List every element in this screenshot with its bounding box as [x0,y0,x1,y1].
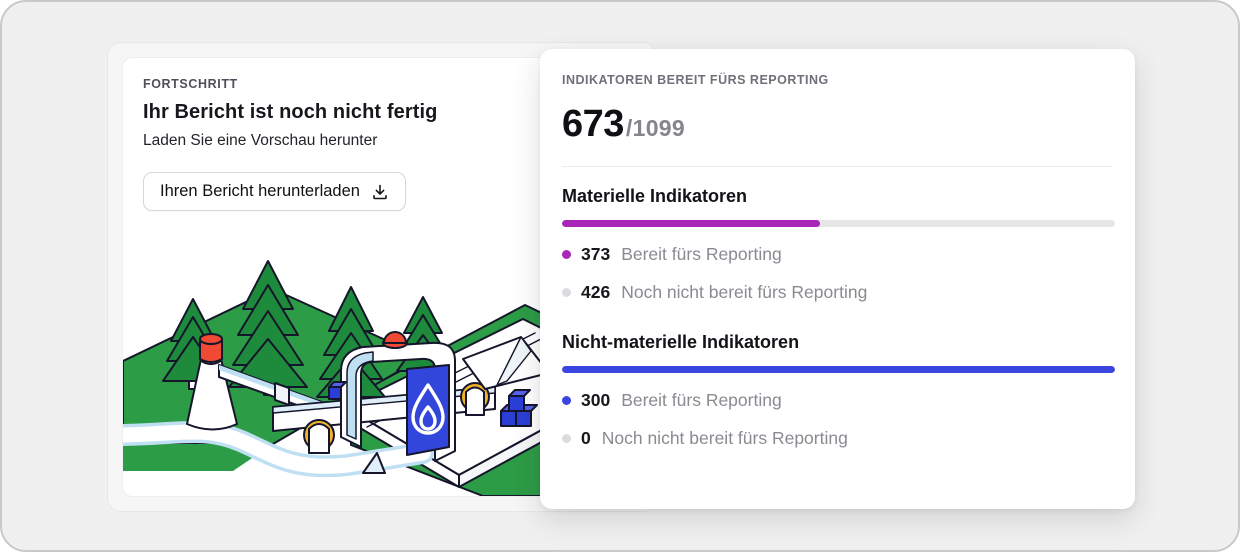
progress-title: Ihr Bericht ist noch nicht fertig [143,101,438,123]
material-section-title: Materielle Indikatoren [562,186,748,206]
non-material-section-title: Nicht-materielle Indikatoren [562,332,800,352]
stat-row: 373 Bereit fürs Reporting [562,244,1113,265]
total-count: /1099 [625,115,685,141]
ready-count: 673 [562,103,624,145]
stat-value: 426 [581,282,611,302]
stat-label: Noch nicht bereit fürs Reporting [601,428,848,448]
non-material-progress-fill [562,366,1115,373]
stat-label: Bereit fürs Reporting [621,244,782,264]
alert-light [382,331,408,349]
divider [562,166,1113,167]
non-material-progress-bar [562,366,1115,373]
indicators-count: 673 /1099 [562,103,1113,146]
stat-label: Noch nicht bereit fürs Reporting [621,282,868,302]
gray-dot-icon [562,288,571,297]
download-button-label: Ihren Bericht herunterladen [160,182,360,200]
indicators-card: INDIKATOREN BEREIT FÜRS REPORTING 673 /1… [540,49,1135,509]
flame-logo [411,383,445,435]
progress-eyebrow: FORTSCHRITT [143,77,238,91]
blue-dot-icon [562,396,571,405]
stat-row: 0 Noch nicht bereit fürs Reporting [562,428,1113,449]
stat-value: 373 [581,244,611,264]
material-progress-bar [562,220,1115,227]
download-report-button[interactable]: Ihren Bericht herunterladen [143,172,406,211]
download-icon [371,183,389,201]
machine [328,331,456,462]
stat-row: 426 Noch nicht bereit fürs Reporting [562,282,1113,303]
pine-tree [228,260,308,396]
progress-subtitle: Laden Sie eine Vorschau herunter [143,132,378,149]
stat-value: 0 [581,428,591,448]
stat-row: 300 Bereit fürs Reporting [562,390,1113,411]
report-progress-card: FORTSCHRITT Ihr Bericht ist noch nicht f… [122,57,642,497]
stat-label: Bereit fürs Reporting [621,390,782,410]
gray-dot-icon [562,434,571,443]
blue-cubes [500,389,538,427]
material-progress-fill [562,220,821,227]
indicators-header: INDIKATOREN BEREIT FÜRS REPORTING [562,73,829,87]
wedge [362,452,386,474]
logo-panel [406,364,450,456]
road [123,420,434,478]
purple-dot-icon [562,250,571,259]
stat-value: 300 [581,390,611,410]
blue-cube [328,381,347,400]
